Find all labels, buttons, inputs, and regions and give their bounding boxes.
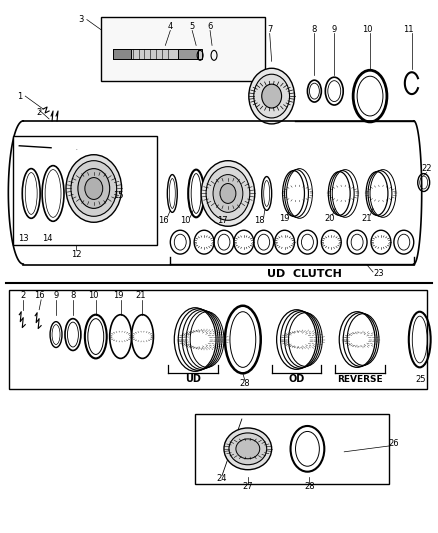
Text: 6: 6 xyxy=(207,22,213,31)
Ellipse shape xyxy=(229,433,267,465)
Bar xyxy=(195,414,389,483)
Text: 8: 8 xyxy=(70,292,76,300)
Text: 14: 14 xyxy=(42,233,53,243)
Text: 22: 22 xyxy=(421,164,432,173)
Text: 26: 26 xyxy=(389,439,399,448)
Text: 20: 20 xyxy=(324,214,335,223)
Text: 10: 10 xyxy=(362,25,372,34)
Text: 9: 9 xyxy=(53,292,59,300)
Text: 15: 15 xyxy=(113,191,124,200)
Bar xyxy=(9,290,427,389)
Text: 12: 12 xyxy=(71,249,81,259)
Text: 5: 5 xyxy=(190,22,195,31)
Text: 16: 16 xyxy=(34,292,45,300)
Text: UD: UD xyxy=(185,374,201,384)
Text: 10: 10 xyxy=(180,216,191,225)
Text: 2: 2 xyxy=(21,292,26,300)
Ellipse shape xyxy=(85,177,103,199)
Text: 11: 11 xyxy=(403,25,414,34)
Ellipse shape xyxy=(213,175,243,212)
Ellipse shape xyxy=(262,84,282,108)
Text: 18: 18 xyxy=(254,216,265,225)
Text: 16: 16 xyxy=(158,216,169,225)
Ellipse shape xyxy=(254,74,290,118)
Text: UD  CLUTCH: UD CLUTCH xyxy=(267,269,342,279)
Ellipse shape xyxy=(201,160,255,226)
Text: 24: 24 xyxy=(217,474,227,483)
Text: 19: 19 xyxy=(113,292,124,300)
Text: .: . xyxy=(75,146,77,151)
Ellipse shape xyxy=(78,168,110,208)
Text: 10: 10 xyxy=(88,292,99,300)
Bar xyxy=(113,50,202,59)
Text: 17: 17 xyxy=(217,216,227,225)
Text: 27: 27 xyxy=(243,482,253,491)
Ellipse shape xyxy=(236,439,260,459)
Text: 23: 23 xyxy=(374,270,384,278)
Ellipse shape xyxy=(249,68,294,124)
Text: 19: 19 xyxy=(279,214,290,223)
Text: 21: 21 xyxy=(135,292,146,300)
Bar xyxy=(13,136,157,245)
Ellipse shape xyxy=(66,155,122,222)
Text: 28: 28 xyxy=(240,379,250,387)
Text: 2: 2 xyxy=(36,109,42,117)
Text: 28: 28 xyxy=(304,482,315,491)
Bar xyxy=(178,50,198,59)
Ellipse shape xyxy=(220,183,236,204)
Text: 13: 13 xyxy=(18,233,28,243)
Text: 4: 4 xyxy=(168,22,173,31)
Text: 7: 7 xyxy=(267,25,272,34)
Ellipse shape xyxy=(206,167,250,220)
Bar xyxy=(101,17,265,81)
Text: OD: OD xyxy=(288,374,305,384)
Text: 1: 1 xyxy=(17,92,22,101)
Text: REVERSE: REVERSE xyxy=(337,375,383,384)
Text: 8: 8 xyxy=(312,25,317,34)
Text: 25: 25 xyxy=(416,375,426,384)
Bar xyxy=(113,50,131,59)
Ellipse shape xyxy=(224,428,272,470)
Text: 9: 9 xyxy=(332,25,337,34)
Text: 3: 3 xyxy=(78,15,84,24)
Text: 21: 21 xyxy=(362,214,372,223)
Ellipse shape xyxy=(71,160,117,216)
